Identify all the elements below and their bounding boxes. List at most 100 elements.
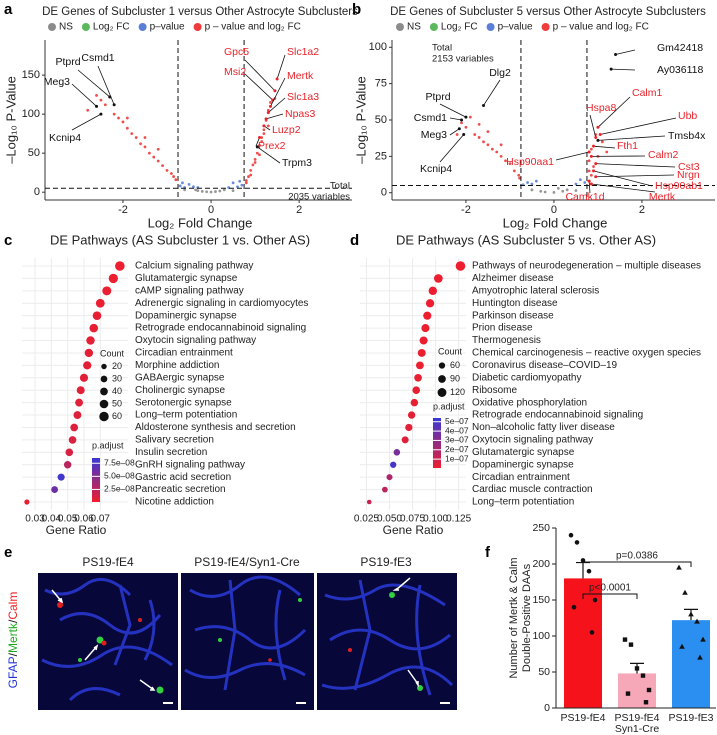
category-label: Non–alcoholic fatty liver disease	[472, 422, 615, 433]
category-label: Salivary secretion	[135, 435, 214, 446]
gene-label: Hsp90aa1	[506, 156, 554, 168]
data-point	[508, 162, 512, 166]
gene-label: Gpc5	[224, 46, 249, 58]
category-label: Alzheimer disease	[472, 273, 554, 284]
dot	[89, 323, 99, 333]
leader-line	[600, 117, 677, 135]
x-tick-label: Syn1-Cre	[615, 723, 660, 735]
legend-size-label: 40	[112, 386, 122, 396]
dot	[419, 336, 428, 345]
leader-line	[611, 68, 636, 71]
legend-size	[100, 387, 108, 396]
data-point	[495, 150, 499, 154]
annotated-point	[460, 118, 464, 122]
x-tick-label: 0	[208, 204, 214, 216]
data-point	[499, 143, 503, 147]
annotated-point	[594, 175, 598, 179]
data-point	[565, 188, 569, 192]
data-point	[526, 181, 529, 184]
data-point	[643, 700, 649, 705]
gene-label: Cst3	[678, 161, 700, 173]
gene-label: Ay036118	[657, 64, 703, 76]
category-label: Calcium signaling pathway	[135, 261, 253, 272]
category-label: GnRH signaling pathway	[135, 459, 245, 470]
annotated-point	[592, 144, 596, 148]
dot	[51, 486, 59, 493]
colorbar	[433, 418, 441, 468]
category-label: Circadian entrainment	[135, 348, 233, 359]
colorbar-label: 3e–07	[445, 435, 469, 445]
legend-size	[101, 363, 107, 370]
gene-label: Calm1	[632, 87, 663, 99]
leader-line	[449, 117, 462, 121]
arrows	[51, 577, 450, 704]
category-label: Ribosome	[472, 385, 517, 396]
stain-sep: /	[6, 652, 20, 656]
gene-label: Meg3	[44, 76, 70, 88]
legend-label: p–value	[498, 22, 533, 33]
gene-label: Msi2	[224, 66, 246, 78]
data-point	[187, 182, 191, 186]
colorbar-label: 5e–07	[445, 416, 469, 426]
puncta	[57, 592, 423, 694]
dot	[102, 286, 112, 296]
data-point	[262, 132, 266, 136]
x-axis-title: Gene Ratio	[46, 523, 107, 537]
chart-title: DE Pathways (AS Subcluster 5 vs. Other A…	[396, 232, 656, 247]
dot	[108, 273, 118, 284]
leader-line	[268, 97, 286, 113]
category-label: GABAergic synapse	[135, 372, 225, 383]
category-label: Pancreatic secretion	[135, 484, 226, 495]
category-label: cAMP signaling pathway	[135, 285, 244, 296]
data-point	[625, 691, 631, 696]
data-point	[568, 532, 574, 538]
data-point	[161, 164, 165, 168]
legend-title: p.adjust	[92, 440, 124, 450]
data-point	[200, 190, 204, 193]
legend-swatch	[486, 23, 495, 31]
data-point	[504, 159, 507, 163]
y-tick-label: 100	[22, 108, 40, 120]
leader-line	[593, 145, 616, 149]
data-point	[539, 189, 543, 193]
legend-size	[438, 362, 446, 369]
data-point	[125, 116, 129, 120]
data-point	[530, 188, 534, 192]
data-point	[260, 136, 264, 139]
leader-line	[591, 183, 656, 193]
y-tick-label: 50	[538, 666, 550, 678]
dot	[57, 473, 65, 481]
data-point	[518, 176, 522, 180]
data-point	[556, 186, 560, 190]
annotated-point	[594, 135, 598, 139]
data-point	[253, 158, 257, 161]
dot	[366, 499, 372, 505]
data-point	[266, 108, 270, 112]
y-axis-title: –Log₁₀ P-Value	[3, 76, 18, 164]
legend-swatch	[81, 23, 90, 31]
data-point	[552, 191, 556, 194]
data-point	[194, 188, 198, 192]
data-point	[700, 636, 706, 642]
leader-line	[483, 79, 501, 106]
data-point	[244, 181, 248, 185]
total-note: 2153 variables	[432, 54, 494, 65]
data-point	[530, 182, 534, 186]
data-point	[192, 185, 195, 189]
data-point	[622, 637, 628, 642]
data-point	[99, 98, 103, 102]
category-label: Cardiac muscle contraction	[472, 484, 593, 495]
significance-label: p=0.0386	[616, 551, 658, 562]
dot	[75, 398, 84, 407]
legend-label: NS	[407, 22, 421, 33]
data-point	[628, 642, 634, 647]
legend-label: p – value and log₂ FC	[553, 22, 649, 33]
legend-swatch	[48, 23, 56, 31]
legend-label: NS	[59, 22, 73, 33]
data-point	[218, 189, 222, 193]
y-tick-label: 25	[375, 150, 387, 162]
data-point	[222, 188, 226, 192]
leader-line	[589, 114, 597, 138]
gene-label: Camk1d	[565, 191, 604, 203]
